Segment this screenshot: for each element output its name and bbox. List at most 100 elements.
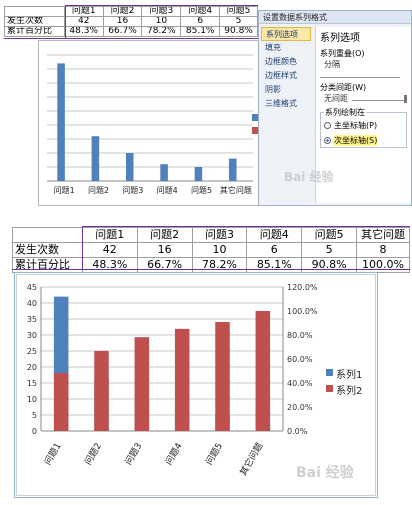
table-cell[interactable]: 10	[191, 242, 248, 258]
table-cell[interactable]	[12, 227, 83, 243]
x-tick-label: 问题1	[54, 186, 75, 195]
table-row: 累计百分比 48.3% 66.7% 78.2% 85.1% 90.8%	[4, 26, 258, 37]
table-cell[interactable]: 48.3%	[63, 26, 104, 37]
table-cell[interactable]: 5	[219, 16, 258, 27]
table-cell[interactable]: 问题2	[136, 227, 193, 243]
dialog-panel: 系列选项 系列重叠(O) 分隔 分类间距(W) 无间距 系列绘制在 主坐标轴(P…	[315, 27, 411, 203]
bar-series2	[53, 373, 69, 431]
table-cell[interactable]: 42	[81, 242, 138, 258]
table-cell[interactable]: 85.1%	[180, 26, 221, 37]
table-row: 发生次数 42 16 10 6 5 8	[12, 242, 410, 258]
y-tick-label: 30	[27, 331, 37, 340]
nav-shadow[interactable]: 阴影	[265, 85, 281, 94]
watermark: Bai 经验	[284, 170, 334, 184]
gap-width-value: 无间距	[324, 94, 348, 103]
table-cell[interactable]: 16	[136, 242, 193, 258]
x-tick-label: 其它问题	[220, 185, 252, 195]
bottom-data-table: 问题1 问题2 问题3 问题4 问题5 其它问题 发生次数 42 16 10 6…	[12, 227, 410, 273]
table-cell[interactable]: 16	[102, 16, 143, 27]
gap-width-slider[interactable]	[352, 97, 406, 101]
secondary-axis-label: 次坐标轴(S)	[334, 135, 378, 146]
table-cell[interactable]: 90.8%	[301, 257, 358, 273]
primary-axis-label: 主坐标轴(P)	[334, 121, 378, 130]
legend-label-series1: 系列1	[336, 370, 363, 381]
table-cell[interactable]: 累计百分比	[4, 26, 65, 37]
table-cell[interactable]: 问题1	[81, 227, 138, 243]
table-row: 问题1 问题2 问题3 问题4 问题5 其它问题	[12, 227, 410, 243]
table-cell[interactable]: 问题3	[191, 227, 248, 243]
table-cell[interactable]: 66.7%	[102, 26, 143, 37]
top-legend-marker-red	[252, 127, 259, 134]
x-tick-label: 其它问题	[237, 441, 265, 478]
table-cell[interactable]: 问题3	[141, 6, 182, 17]
nav-series-options[interactable]: 系列选项	[261, 27, 311, 41]
watermark: Bai 经验	[296, 465, 354, 481]
bar	[160, 164, 168, 181]
x-tick-label: 问题4	[157, 186, 178, 195]
table-row: 发生次数 42 16 10 6 5	[4, 16, 258, 27]
nav-border-color[interactable]: 边框颜色	[265, 57, 297, 66]
bar	[228, 158, 237, 181]
table-cell[interactable]: 发生次数	[4, 16, 65, 27]
table-cell[interactable]: 发生次数	[12, 242, 83, 258]
table-cell[interactable]: 6	[246, 242, 303, 258]
table-cell[interactable]: 42	[63, 16, 104, 27]
selection-border	[82, 226, 83, 270]
selection-border	[4, 38, 258, 39]
table-cell[interactable]: 5	[301, 242, 358, 258]
nav-border-style[interactable]: 边框样式	[265, 71, 297, 80]
bar-series2	[94, 350, 109, 431]
secondary-axis-radio[interactable]: 次坐标轴(S)	[324, 135, 403, 146]
y-tick-label: 5	[32, 411, 37, 420]
bar	[125, 153, 134, 181]
x-tick-label: 问题1	[42, 441, 64, 468]
dialog-nav: 系列选项 填充 边框颜色 边框样式 阴影 三维格式	[261, 27, 311, 111]
y-tick-label: 45	[27, 283, 37, 292]
bar-series2	[255, 311, 271, 431]
table-cell[interactable]: 问题5	[219, 6, 258, 17]
dialog-title: 设置数据系列格式	[259, 11, 411, 24]
slider-thumb-icon[interactable]	[404, 94, 407, 103]
table-cell[interactable]	[4, 6, 65, 17]
y-tick-label: 15	[27, 379, 37, 388]
nav-fill[interactable]: 填充	[265, 43, 281, 52]
y-tick-label: 20	[27, 363, 37, 372]
table-cell[interactable]: 6	[180, 16, 221, 27]
table-cell[interactable]: 问题4	[246, 227, 303, 243]
x-tick-label: 问题5	[203, 441, 225, 468]
table-cell[interactable]: 累计百分比	[12, 257, 83, 273]
overlap-value: 分隔	[324, 60, 340, 69]
x-tick-label: 问题4	[163, 440, 185, 467]
table-cell[interactable]: 100.0%	[356, 257, 410, 273]
table-cell[interactable]: 66.7%	[136, 257, 193, 273]
bottom-chart-selection	[14, 272, 378, 498]
primary-axis-radio[interactable]: 主坐标轴(P)	[324, 120, 403, 131]
bar-series2	[215, 322, 230, 431]
y2-tick-label: 100.0%	[287, 307, 318, 316]
table-cell[interactable]: 问题1	[63, 6, 104, 17]
nav-3d-format[interactable]: 三维格式	[265, 99, 297, 108]
format-data-series-dialog[interactable]: 设置数据系列格式 系列选项 填充 边框颜色 边框样式 阴影 三维格式 系列选项 …	[258, 10, 412, 206]
plot-series-on-label: 系列绘制在	[324, 107, 366, 118]
table-cell[interactable]: 问题5	[301, 227, 358, 243]
bar	[57, 63, 65, 181]
top-data-table: 问题1 问题2 问题3 问题4 问题5 发生次数 42 16 10 6 5 累计…	[4, 6, 258, 37]
table-cell[interactable]: 78.2%	[191, 257, 248, 273]
table-row: 问题1 问题2 问题3 问题4 问题5	[4, 6, 258, 17]
table-cell[interactable]: 其它问题	[356, 227, 410, 243]
y-tick-label: 35	[27, 315, 37, 324]
gap-width-row: 无间距	[324, 93, 407, 104]
table-cell[interactable]: 90.8%	[219, 26, 258, 37]
selection-border	[82, 226, 410, 227]
table-cell[interactable]: 问题2	[102, 6, 143, 17]
table-cell[interactable]: 8	[356, 242, 410, 258]
table-cell[interactable]: 78.2%	[141, 26, 182, 37]
table-cell[interactable]: 10	[141, 16, 182, 27]
table-cell[interactable]: 48.3%	[81, 257, 138, 273]
table-cell[interactable]: 85.1%	[246, 257, 303, 273]
overlap-slider[interactable]	[320, 72, 400, 78]
bottom-chart-area[interactable]: 0 5 10 15 20 25 30 35 40 45 0.0% 20.0% 40.0% 60.0% 80.…	[16, 274, 376, 496]
top-chart-area[interactable]: 问题1 问题2 问题3 问题4 问题5 其它问题	[38, 40, 262, 206]
table-cell[interactable]: 问题4	[180, 6, 221, 17]
legend-marker-series1	[326, 369, 333, 376]
